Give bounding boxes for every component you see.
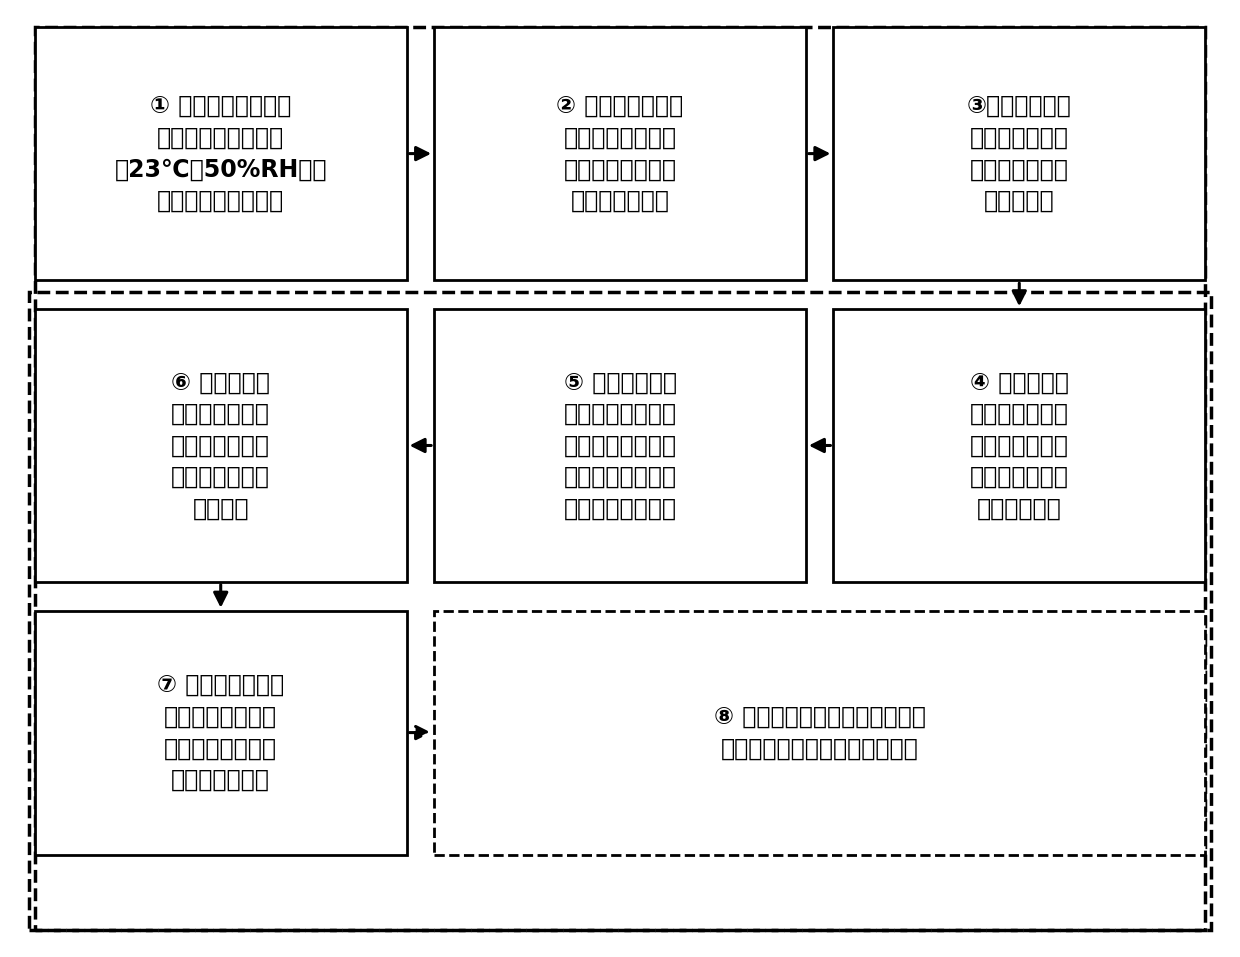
Text: ⑦ 将标准化吸收能
量和标准化应力关
系绘制在具有对数
标度的坐标系中: ⑦ 将标准化吸收能 量和标准化应力关 系绘制在具有对数 标度的坐标系中: [157, 673, 284, 792]
Bar: [434, 27, 806, 280]
Bar: [434, 309, 806, 582]
Bar: [29, 292, 1211, 930]
Text: ④ 给定蜂窝纸
板厚跨比和环境
湿度，计算蜂窝
纸板每个变形阶
段的吸收能量: ④ 给定蜂窝纸 板厚跨比和环境 湿度，计算蜂窝 纸板每个变形阶 段的吸收能量: [970, 370, 1069, 521]
Text: ① 通过检测仪器测量
蜂窝原纸在标准环境
（23℃，50%RH）的
弹性模量和屈服强度: ① 通过检测仪器测量 蜂窝原纸在标准环境 （23℃，50%RH）的 弹性模量和屈…: [114, 94, 327, 213]
Text: ③确定蜂窝原纸
弹性模量和屈服
强度随环境湿度
的变化规律: ③确定蜂窝原纸 弹性模量和屈服 强度随环境湿度 的变化规律: [967, 94, 1071, 213]
Bar: [434, 611, 1205, 855]
Text: ② 通过检测仪器测
量蜂窝原纸在其他
环境湿度下的弹性
模量和屈服强度: ② 通过检测仪器测 量蜂窝原纸在其他 环境湿度下的弹性 模量和屈服强度: [557, 94, 683, 213]
Bar: [833, 27, 1205, 280]
Text: ⑤ 将蜂窝原纸弹
性模量和屈服强度
随相对湿度变化规
律代入上述各阶段
能量吸收计算式中: ⑤ 将蜂窝原纸弹 性模量和屈服强度 随相对湿度变化规 律代入上述各阶段 能量吸收…: [563, 370, 677, 521]
Text: ⑧ 得到不同厚跨比的蜂窝纸板在
不同环境湿度下的能量吸收曲线: ⑧ 得到不同厚跨比的蜂窝纸板在 不同环境湿度下的能量吸收曲线: [714, 704, 925, 761]
Text: ⑥ 利用蜂窝原
纸在标准环境下
的弹性模量对吸
收能量和应力进
行标准化: ⑥ 利用蜂窝原 纸在标准环境下 的弹性模量对吸 收能量和应力进 行标准化: [171, 370, 270, 521]
Bar: [35, 27, 407, 280]
Bar: [833, 309, 1205, 582]
Bar: [35, 611, 407, 855]
Bar: [35, 309, 407, 582]
